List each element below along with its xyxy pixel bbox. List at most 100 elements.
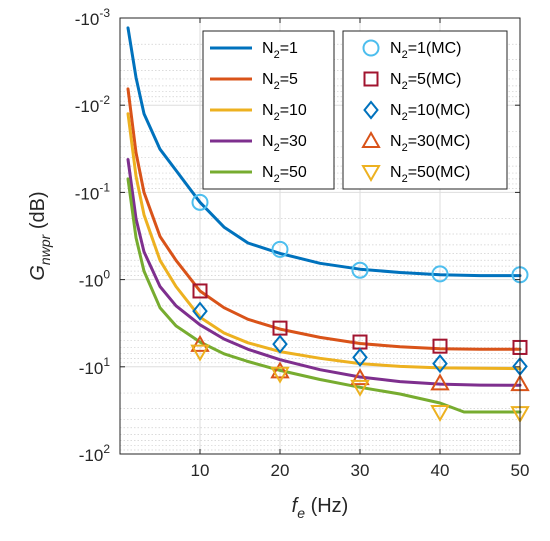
legend-base: N	[390, 164, 402, 181]
legend-rest: =10(MC)	[408, 102, 471, 119]
legend-base: N	[390, 102, 402, 119]
data-point-triangle-down	[350, 379, 370, 397]
data-point-triangle-down	[190, 344, 210, 362]
legend-sub: 2	[274, 111, 280, 123]
legend-base: N	[390, 71, 402, 88]
y-tick-exponent: 0	[103, 268, 110, 282]
x-label-main: f	[292, 495, 300, 517]
legend-rest: =5	[280, 71, 298, 88]
legend-label: N2=1(MC)	[390, 40, 461, 61]
data-point-triangle-up	[430, 373, 450, 391]
x-tick-label: 40	[431, 461, 450, 480]
data-point-square	[432, 338, 448, 354]
series-line	[126, 177, 522, 414]
data-point-triangle-down	[270, 366, 290, 384]
y-tick-exponent: -2	[99, 93, 110, 107]
series-line	[126, 26, 522, 278]
data-point-circle	[191, 193, 209, 211]
legend-markers-box: N2=1(MC)N2=5(MC)N2=10(MC)N2=30(MC)N2=50(…	[342, 30, 508, 190]
legend-frame	[342, 30, 508, 190]
legend-base: N	[262, 133, 274, 150]
data-point-diamond	[272, 334, 288, 354]
y-tick-label: -10-1	[75, 180, 111, 203]
legend-rest: =5(MC)	[408, 71, 462, 88]
y-tick-mantissa: -10	[75, 184, 100, 203]
legend-rest: =30(MC)	[408, 133, 471, 150]
y-tick-exponent: 1	[103, 355, 110, 369]
data-point-triangle-up	[190, 334, 210, 352]
legend-label: N2=5(MC)	[390, 71, 461, 92]
y-tick-exponent: 2	[103, 442, 110, 456]
legend-marker-diamond	[363, 100, 379, 120]
data-point-diamond	[192, 301, 208, 321]
legend-sub: 2	[402, 111, 408, 123]
legend-label: N2=50	[262, 164, 307, 185]
legend-sub: 2	[274, 173, 280, 185]
data-point-diamond	[432, 354, 448, 374]
axis-labels: fe (Hz) Gnwpr (dB)	[27, 191, 348, 521]
legend-sub: 2	[274, 80, 280, 92]
y-tick-label: -100	[79, 268, 111, 291]
legend-marker-square	[363, 71, 379, 87]
y-tick-mantissa: -10	[79, 446, 104, 465]
series-line	[126, 87, 522, 351]
legend-label: N2=50(MC)	[390, 164, 470, 185]
legend-rest: =10	[280, 102, 307, 119]
legend-label: N2=10	[262, 102, 307, 123]
y-tick-mantissa: -10	[79, 272, 104, 291]
data-point-circle	[271, 240, 289, 258]
legend-label: N2=10(MC)	[390, 102, 470, 123]
y-axis-label: Gnwpr (dB)	[27, 191, 53, 280]
data-point-diamond	[352, 347, 368, 367]
y-tick-exponent: -1	[99, 180, 110, 194]
series-lines	[126, 26, 522, 414]
legend-sub: 2	[402, 173, 408, 185]
x-tick-label: 20	[271, 461, 290, 480]
legend-rest: =1(MC)	[408, 40, 462, 57]
x-label-unit: (Hz)	[305, 495, 348, 517]
x-tick-label: 10	[191, 461, 210, 480]
legend-sub: 2	[274, 142, 280, 154]
series-line	[126, 158, 522, 387]
legend-rest: =1	[280, 40, 298, 57]
tick-labels: 10 20 30 40 50-10-3-10-2-10-1-100-101-102	[75, 6, 530, 480]
y-label-main: G	[27, 265, 49, 281]
y-tick-label: -10-3	[75, 6, 111, 29]
data-point-square	[192, 283, 208, 299]
legend-frame	[202, 30, 335, 190]
x-axis-label: fe (Hz)	[292, 495, 349, 521]
legend-rest: =50	[280, 164, 307, 181]
legend-base: N	[262, 164, 274, 181]
y-tick-label: -10-2	[75, 93, 111, 116]
legend-label: N2=5	[262, 71, 298, 92]
legend-base: N	[262, 102, 274, 119]
legend-label: N2=30(MC)	[390, 133, 470, 154]
legend-base: N	[262, 40, 274, 57]
axis-ticks	[120, 17, 521, 455]
data-point-triangle-up	[270, 361, 290, 379]
data-point-circle	[351, 261, 369, 279]
y-tick-mantissa: -10	[75, 10, 100, 29]
x-tick-label: 50	[511, 461, 530, 480]
plot-frame	[119, 17, 521, 455]
legend-marker-triangle-up	[361, 130, 381, 148]
data-point-circle	[431, 265, 449, 283]
legend-sub: 2	[274, 49, 280, 61]
legend-label: N2=30	[262, 133, 307, 154]
y-tick-exponent: -3	[99, 6, 110, 20]
legend-rest: =50(MC)	[408, 164, 471, 181]
y-label-unit: (dB)	[27, 191, 49, 234]
legend-base: N	[390, 40, 402, 57]
y-tick-mantissa: -10	[75, 97, 100, 116]
legend-marker-circle	[362, 39, 380, 57]
y-tick-mantissa: -10	[79, 359, 104, 378]
legend-sub: 2	[402, 142, 408, 154]
data-point-triangle-up	[350, 368, 370, 386]
legend-marker-triangle-down	[361, 165, 381, 183]
y-tick-label: -101	[79, 355, 111, 378]
series-line	[126, 112, 522, 371]
data-point-triangle-down	[430, 405, 450, 423]
